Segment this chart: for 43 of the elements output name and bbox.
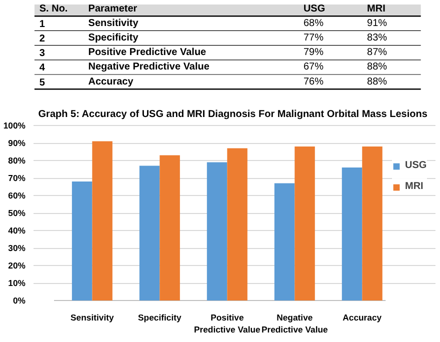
y-tick-label: 10% <box>8 278 26 288</box>
x-tick-label: Positive Predictive Value <box>194 312 261 334</box>
y-tick-label: 40% <box>8 226 26 236</box>
legend-label: USG <box>405 160 427 171</box>
text: 77% <box>303 32 324 44</box>
text: 87% <box>367 47 388 58</box>
y-tick-label: 20% <box>8 260 26 270</box>
category-label: Accuracy <box>88 76 134 88</box>
y-tick-label: 100% <box>3 120 26 130</box>
text: 5 <box>39 77 46 88</box>
x-tick-label: Negative Predictive Value <box>261 312 328 334</box>
y-tick-label: 0% <box>12 296 26 306</box>
x-tick-label: Specificity <box>138 312 182 322</box>
y-tick-label: 80% <box>8 156 26 166</box>
text: 91% <box>367 18 388 29</box>
y-tick-label: 60% <box>8 190 26 200</box>
x-tick-label: Sensitivity <box>70 312 114 322</box>
category-label: Negative Predictive Value <box>88 62 210 73</box>
text: S. No. <box>39 3 68 14</box>
category-label: Positive Predictive Value <box>88 47 206 58</box>
text: 3 <box>39 48 46 60</box>
text: 88% <box>367 76 388 88</box>
y-tick-label: 90% <box>8 138 26 148</box>
y-tick-label: 30% <box>8 243 26 253</box>
text: 79% <box>303 47 324 58</box>
chart-title: Graph 5: Accuracy of USG and MRI Diagnosis For Malignant Orbital Mass Lesions <box>38 109 428 120</box>
y-tick-label: 50% <box>8 208 26 218</box>
text: MRI <box>367 3 386 14</box>
category-label: Specificity <box>88 32 138 44</box>
text: 67% <box>303 62 324 73</box>
text: Parameter <box>88 3 138 14</box>
text: 2 <box>39 34 46 44</box>
text: 76% <box>303 76 324 88</box>
text: USG <box>303 3 326 14</box>
x-tick-label: Accuracy <box>342 312 382 322</box>
text: 68% <box>303 18 324 29</box>
text: 88% <box>367 62 388 73</box>
y-tick-label: 70% <box>8 173 26 183</box>
legend-label: MRI <box>405 181 424 192</box>
text: 4 <box>39 62 46 74</box>
text: 1 <box>39 18 46 30</box>
category-label: Sensitivity <box>88 18 138 29</box>
text: 83% <box>367 32 388 44</box>
